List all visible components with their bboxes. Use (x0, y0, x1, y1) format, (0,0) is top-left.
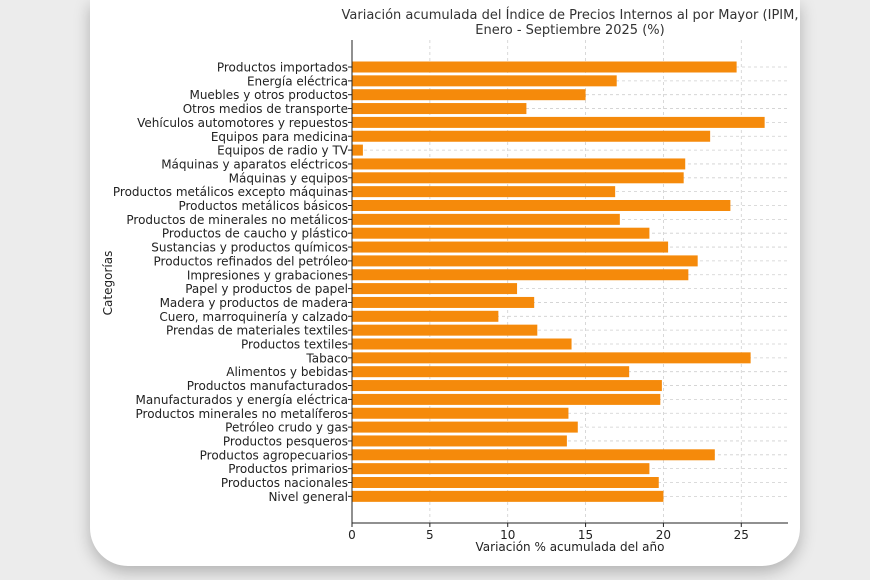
bar (352, 393, 661, 405)
bar (352, 269, 689, 281)
category-label: Cuero, marroquinería y calzado (159, 310, 348, 324)
bar (352, 435, 567, 447)
category-label: Impresiones y grabaciones (187, 268, 348, 282)
bar (352, 490, 664, 502)
bar (352, 477, 659, 488)
category-label: Manufacturados y energía eléctrica (136, 393, 348, 407)
x-tick-label: 0 (348, 528, 356, 542)
category-label: Productos minerales no metalíferos (136, 407, 348, 421)
category-label: Productos manufacturados (187, 379, 348, 393)
bar (352, 255, 698, 267)
bar (352, 407, 569, 419)
bar (352, 296, 535, 308)
bar (352, 200, 731, 211)
category-label: Máquinas y equipos (229, 171, 348, 185)
category-label: Productos metálicos excepto máquinas (113, 185, 348, 199)
bar (352, 241, 669, 253)
x-tick-label: 5 (426, 528, 434, 542)
bar (352, 130, 711, 142)
bar (352, 463, 650, 475)
category-label: Madera y productos de madera (160, 296, 348, 310)
bar (352, 352, 751, 364)
bar (352, 103, 527, 115)
x-tick-labels: 0 5 10 15 20 25 (348, 528, 749, 542)
category-label: Productos nacionales (221, 476, 348, 490)
x-axis-label: Variación % acumulada del año (475, 540, 665, 554)
category-label: Muebles y otros productos (189, 88, 348, 102)
bar (352, 61, 737, 73)
y-axis-label: Categorías (101, 250, 115, 316)
x-tick-label: 10 (500, 528, 515, 542)
bar (352, 380, 662, 392)
category-label: Productos primarios (228, 462, 348, 476)
bar (352, 75, 617, 87)
category-label: Productos refinados del petróleo (154, 254, 349, 268)
bar (352, 213, 620, 225)
category-label: Equipos para medicina (211, 130, 348, 144)
category-label: Productos agropecuarios (200, 448, 348, 462)
category-label: Papel y productos de papel (185, 282, 348, 296)
bar (352, 324, 538, 336)
bar (352, 116, 765, 128)
category-label: Productos de caucho y plástico (162, 227, 348, 241)
bar (352, 144, 363, 156)
bar (352, 172, 684, 184)
category-label: Equipos de radio y TV (217, 144, 349, 158)
bar (352, 338, 572, 350)
x-tick-label: 15 (578, 528, 593, 542)
bars (352, 61, 765, 502)
category-label: Productos importados (217, 61, 348, 75)
bar (352, 227, 650, 239)
category-label: Nivel general (268, 490, 348, 504)
axes (348, 40, 788, 527)
bar (352, 186, 616, 198)
bar (352, 366, 630, 378)
category-label: Vehículos automotores y repuestos (137, 116, 348, 130)
bar (352, 310, 499, 322)
bar (352, 449, 715, 461)
category-label: Alimentos y bebidas (226, 365, 348, 379)
x-tick-label: 20 (656, 528, 671, 542)
category-label: Prendas de materiales textiles (166, 324, 348, 338)
category-label: Productos metálicos básicos (178, 199, 348, 213)
category-label: Productos pesqueros (223, 434, 348, 448)
category-label: Petróleo crudo y gas (225, 421, 348, 435)
category-label: Sustancias y productos químicos (151, 241, 348, 255)
bar (352, 89, 586, 101)
x-tick-label: 25 (734, 528, 749, 542)
category-label: Máquinas y aparatos eléctricos (161, 157, 348, 171)
category-label: Productos de minerales no metálicos (126, 213, 348, 227)
category-label: Tabaco (305, 351, 348, 365)
chart-title: Variación acumulada del Índice de Precio… (341, 8, 799, 38)
category-label: Energía eléctrica (247, 74, 348, 88)
bar (352, 421, 578, 433)
category-label: Productos textiles (241, 338, 348, 352)
category-label: Otros medios de transporte (183, 102, 348, 116)
bar (352, 158, 686, 170)
bar (352, 283, 518, 295)
